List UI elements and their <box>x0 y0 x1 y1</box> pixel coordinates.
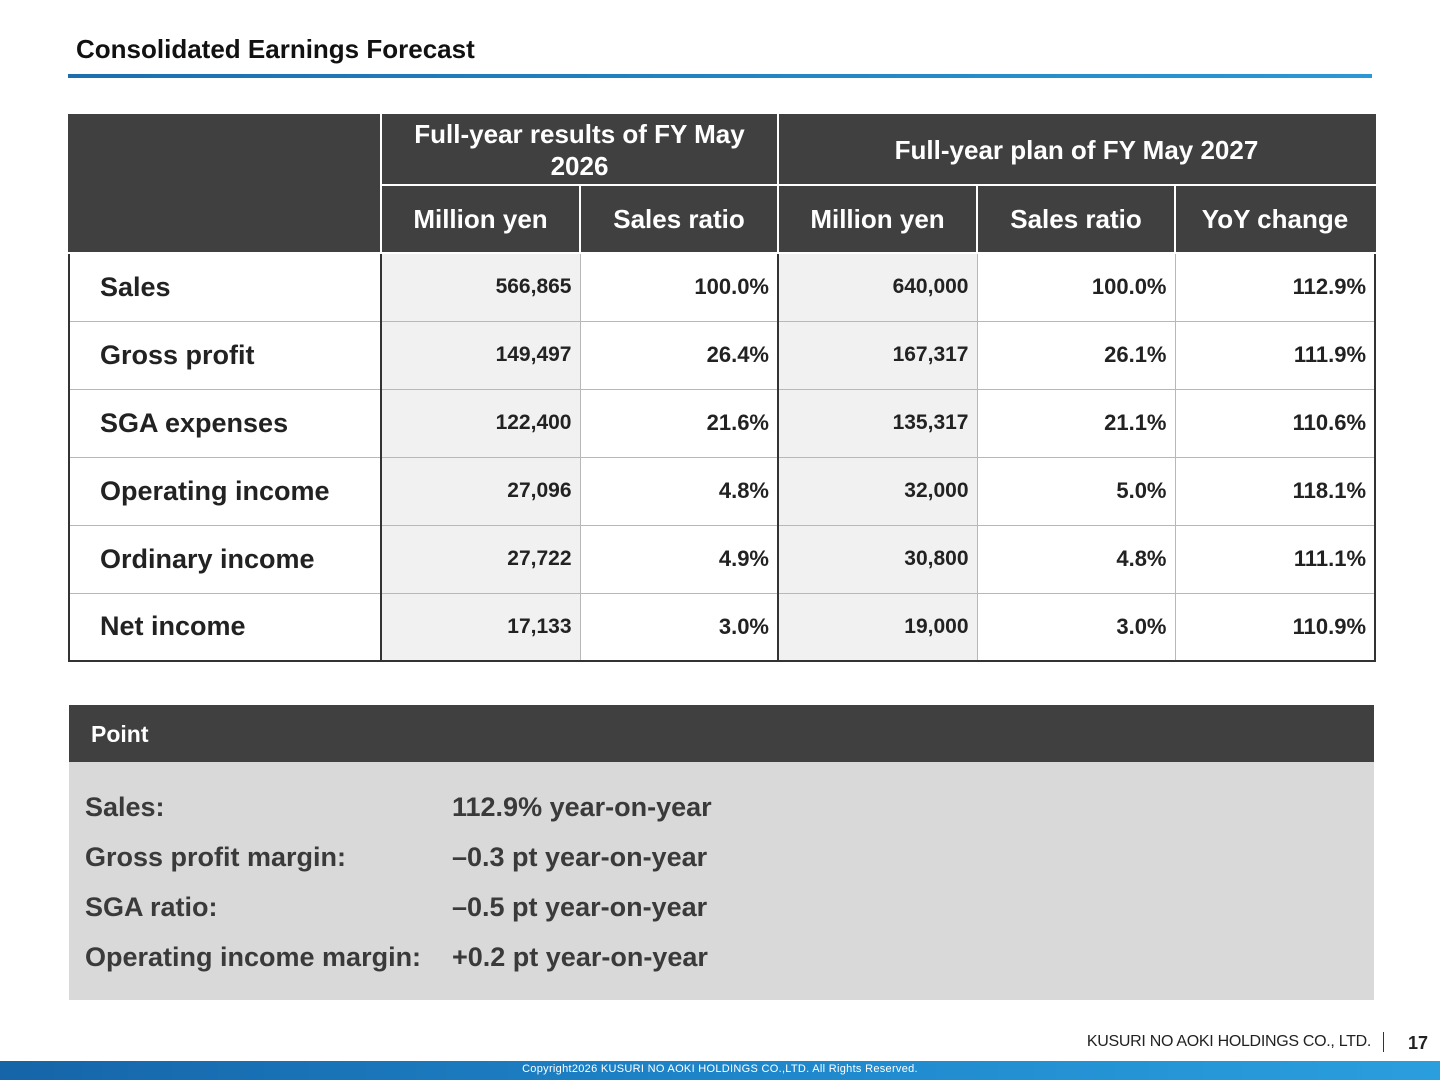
point-item: SGA ratio: –0.5 pt year-on-year <box>85 882 1374 932</box>
results-sales-ratio-cell: 4.9% <box>579 524 779 594</box>
row-label: Operating income <box>68 456 382 526</box>
point-item-value: –0.3 pt year-on-year <box>452 841 708 872</box>
point-item-value: +0.2 pt year-on-year <box>452 941 708 972</box>
table-row: Ordinary income 27,722 4.9% 30,800 4.8% … <box>68 524 1377 594</box>
plan-sales-ratio-cell: 26.1% <box>976 320 1176 390</box>
row-label: SGA expenses <box>68 388 382 458</box>
results-sales-ratio-cell: 100.0% <box>579 252 779 322</box>
page-number: 17 <box>1407 1033 1428 1053</box>
yoy-change-cell: 110.9% <box>1174 592 1377 662</box>
footer-band <box>0 1061 1440 1080</box>
results-sales-ratio-cell: 21.6% <box>579 388 779 458</box>
title-underline <box>68 74 1372 78</box>
plan-sales-ratio-header: Sales ratio <box>976 184 1176 254</box>
plan-million-yen-cell: 30,800 <box>777 524 978 594</box>
company-name: KUSURI NO AOKI HOLDINGS CO., LTD. <box>1087 1032 1384 1052</box>
table-row: Gross profit 149,497 26.4% 167,317 26.1%… <box>68 320 1377 390</box>
table-row: Operating income 27,096 4.8% 32,000 5.0%… <box>68 456 1377 526</box>
point-item-key: Gross profit margin: <box>85 841 347 872</box>
results-million-yen-cell: 566,865 <box>380 252 581 322</box>
results-sales-ratio-cell: 26.4% <box>579 320 779 390</box>
results-million-yen-cell: 122,400 <box>380 388 581 458</box>
plan-million-yen-cell: 167,317 <box>777 320 978 390</box>
earnings-forecast-table: Full-year results of FY May 2026 Full-ye… <box>68 114 1377 662</box>
point-box: Point Sales: 112.9% year-on-year Gross p… <box>69 705 1374 1000</box>
plan-sales-ratio-cell: 4.8% <box>976 524 1176 594</box>
plan-group-header: Full-year plan of FY May 2027 <box>776 114 1377 186</box>
corner-header-cell <box>68 114 382 254</box>
page-title: Consolidated Earnings Forecast <box>76 34 475 64</box>
results-sales-ratio-header: Sales ratio <box>579 184 779 254</box>
table-row: Sales 566,865 100.0% 640,000 100.0% 112.… <box>68 252 1377 322</box>
plan-million-yen-cell: 135,317 <box>777 388 978 458</box>
plan-million-yen-cell: 640,000 <box>777 252 978 322</box>
results-group-header: Full-year results of FY May 2026 <box>380 114 779 186</box>
copyright-text: Copyright2026 KUSURI NO AOKI HOLDINGS CO… <box>522 1063 918 1075</box>
yoy-change-cell: 111.1% <box>1174 524 1377 594</box>
point-item: Gross profit margin: –0.3 pt year-on-yea… <box>85 832 1374 882</box>
row-label: Net income <box>68 592 382 662</box>
plan-sales-ratio-cell: 100.0% <box>976 252 1176 322</box>
point-item: Operating income margin: +0.2 pt year-on… <box>85 932 1374 982</box>
point-item-key: Operating income margin: <box>85 941 422 972</box>
row-label: Ordinary income <box>68 524 382 594</box>
results-million-yen-cell: 27,096 <box>380 456 581 526</box>
results-sales-ratio-cell: 4.8% <box>579 456 779 526</box>
yoy-change-header: YoY change <box>1173 184 1377 254</box>
table-row: Net income 17,133 3.0% 19,000 3.0% 110.9… <box>68 592 1377 662</box>
results-million-yen-cell: 27,722 <box>380 524 581 594</box>
row-label: Gross profit <box>68 320 382 390</box>
yoy-change-cell: 118.1% <box>1174 456 1377 526</box>
point-item-value: 112.9% year-on-year <box>452 791 712 822</box>
yoy-change-cell: 111.9% <box>1174 320 1377 390</box>
point-item-key: SGA ratio: <box>85 891 218 922</box>
results-million-yen-cell: 17,133 <box>380 592 581 662</box>
results-million-yen-cell: 149,497 <box>380 320 581 390</box>
point-item-key: Sales: <box>85 791 165 822</box>
results-million-yen-header: Million yen <box>380 184 581 254</box>
plan-million-yen-cell: 32,000 <box>777 456 978 526</box>
point-item: Sales: 112.9% year-on-year <box>85 782 1374 832</box>
row-label: Sales <box>68 252 382 322</box>
point-header: Point <box>69 705 1374 762</box>
point-list: Sales: 112.9% year-on-year Gross profit … <box>69 762 1374 982</box>
plan-million-yen-header: Million yen <box>777 184 978 254</box>
plan-sales-ratio-cell: 3.0% <box>976 592 1176 662</box>
yoy-change-cell: 112.9% <box>1174 252 1377 322</box>
plan-sales-ratio-cell: 21.1% <box>976 388 1176 458</box>
point-item-value: –0.5 pt year-on-year <box>452 891 708 922</box>
plan-sales-ratio-cell: 5.0% <box>976 456 1176 526</box>
results-sales-ratio-cell: 3.0% <box>579 592 779 662</box>
table-row: SGA expenses 122,400 21.6% 135,317 21.1%… <box>68 388 1377 458</box>
plan-million-yen-cell: 19,000 <box>777 592 978 662</box>
yoy-change-cell: 110.6% <box>1174 388 1377 458</box>
